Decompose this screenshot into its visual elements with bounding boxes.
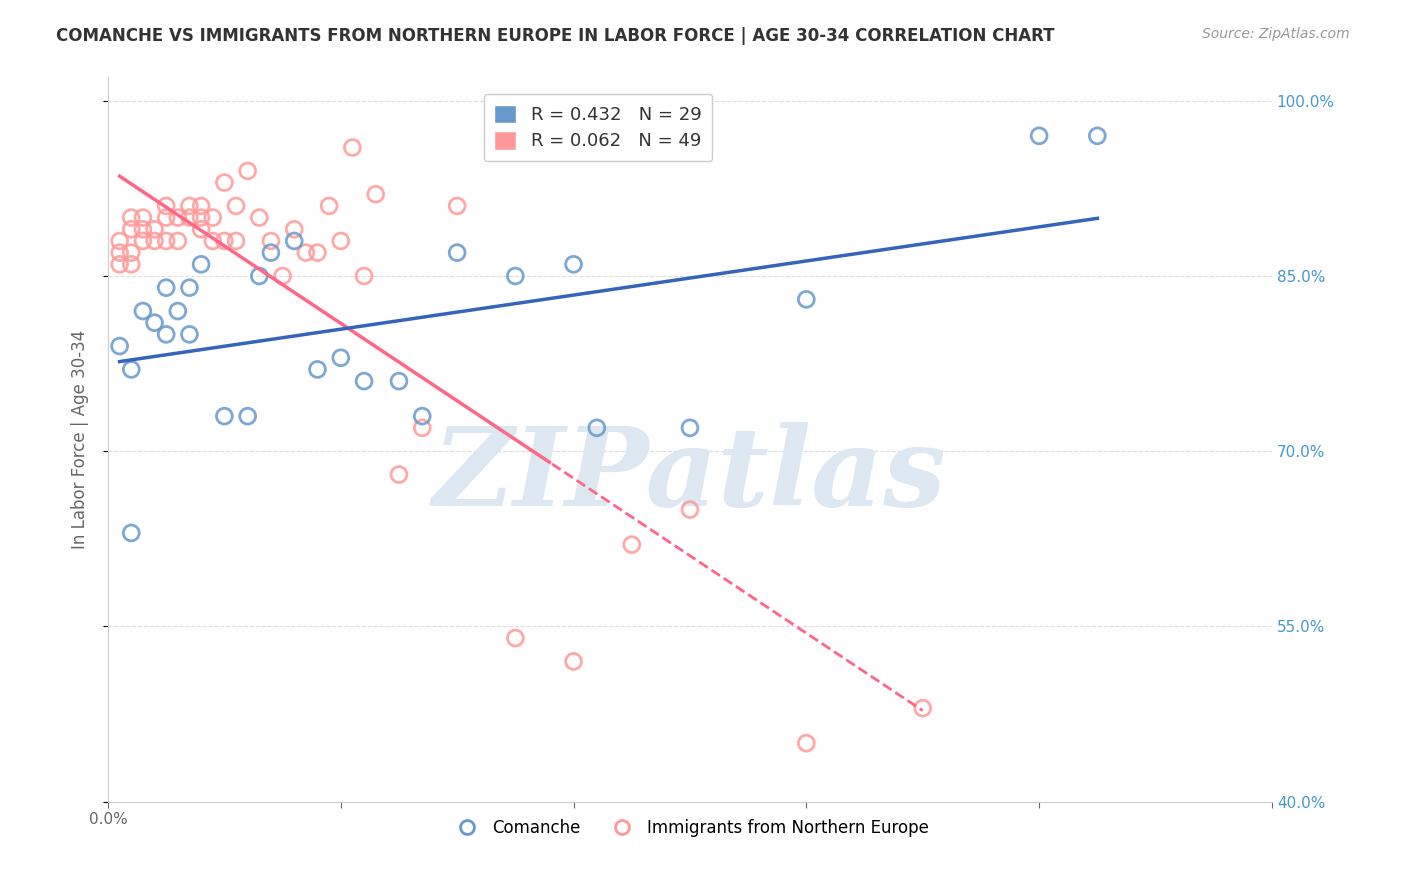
- Text: Source: ZipAtlas.com: Source: ZipAtlas.com: [1202, 27, 1350, 41]
- Point: [342, 140, 364, 154]
- Point: [155, 234, 177, 248]
- Point: [201, 234, 224, 248]
- Point: [166, 234, 188, 248]
- Point: [911, 701, 934, 715]
- Point: [190, 257, 212, 271]
- Point: [679, 502, 702, 516]
- Point: [214, 176, 236, 190]
- Point: [120, 222, 142, 236]
- Point: [155, 327, 177, 342]
- Point: [620, 538, 643, 552]
- Point: [179, 199, 201, 213]
- Point: [225, 199, 247, 213]
- Point: [190, 199, 212, 213]
- Point: [132, 211, 155, 225]
- Point: [190, 211, 212, 225]
- Text: ZIPatlas: ZIPatlas: [433, 422, 946, 530]
- Point: [143, 222, 166, 236]
- Point: [120, 257, 142, 271]
- Point: [585, 421, 607, 435]
- Y-axis label: In Labor Force | Age 30-34: In Labor Force | Age 30-34: [72, 330, 89, 549]
- Point: [260, 245, 283, 260]
- Point: [411, 409, 433, 424]
- Point: [794, 736, 817, 750]
- Point: [143, 234, 166, 248]
- Text: COMANCHE VS IMMIGRANTS FROM NORTHERN EUROPE IN LABOR FORCE | AGE 30-34 CORRELATI: COMANCHE VS IMMIGRANTS FROM NORTHERN EUR…: [56, 27, 1054, 45]
- Point: [505, 268, 527, 283]
- Point: [132, 234, 155, 248]
- Point: [155, 281, 177, 295]
- Point: [214, 409, 236, 424]
- Point: [353, 374, 375, 388]
- Point: [120, 211, 142, 225]
- Point: [307, 362, 329, 376]
- Point: [190, 222, 212, 236]
- Legend: Comanche, Immigrants from Northern Europe: Comanche, Immigrants from Northern Europ…: [444, 813, 936, 844]
- Point: [143, 316, 166, 330]
- Point: [236, 409, 259, 424]
- Point: [225, 234, 247, 248]
- Point: [155, 199, 177, 213]
- Point: [247, 211, 270, 225]
- Point: [1028, 128, 1050, 143]
- Point: [260, 234, 283, 248]
- Point: [283, 222, 305, 236]
- Point: [108, 245, 131, 260]
- Point: [295, 245, 318, 260]
- Point: [179, 327, 201, 342]
- Point: [108, 257, 131, 271]
- Point: [236, 164, 259, 178]
- Point: [364, 187, 387, 202]
- Point: [562, 655, 585, 669]
- Point: [411, 421, 433, 435]
- Point: [1085, 128, 1108, 143]
- Point: [794, 293, 817, 307]
- Point: [166, 211, 188, 225]
- Point: [120, 245, 142, 260]
- Point: [132, 304, 155, 318]
- Point: [353, 268, 375, 283]
- Point: [505, 631, 527, 645]
- Point: [388, 374, 411, 388]
- Point: [446, 245, 468, 260]
- Point: [329, 234, 352, 248]
- Point: [318, 199, 340, 213]
- Point: [132, 222, 155, 236]
- Point: [679, 421, 702, 435]
- Point: [179, 281, 201, 295]
- Point: [446, 199, 468, 213]
- Point: [108, 234, 131, 248]
- Point: [201, 211, 224, 225]
- Point: [108, 339, 131, 353]
- Point: [307, 245, 329, 260]
- Point: [120, 362, 142, 376]
- Point: [271, 268, 294, 283]
- Point: [247, 268, 270, 283]
- Point: [120, 525, 142, 540]
- Point: [179, 211, 201, 225]
- Point: [155, 211, 177, 225]
- Point: [562, 257, 585, 271]
- Point: [283, 234, 305, 248]
- Point: [329, 351, 352, 365]
- Point: [166, 304, 188, 318]
- Point: [388, 467, 411, 482]
- Point: [214, 234, 236, 248]
